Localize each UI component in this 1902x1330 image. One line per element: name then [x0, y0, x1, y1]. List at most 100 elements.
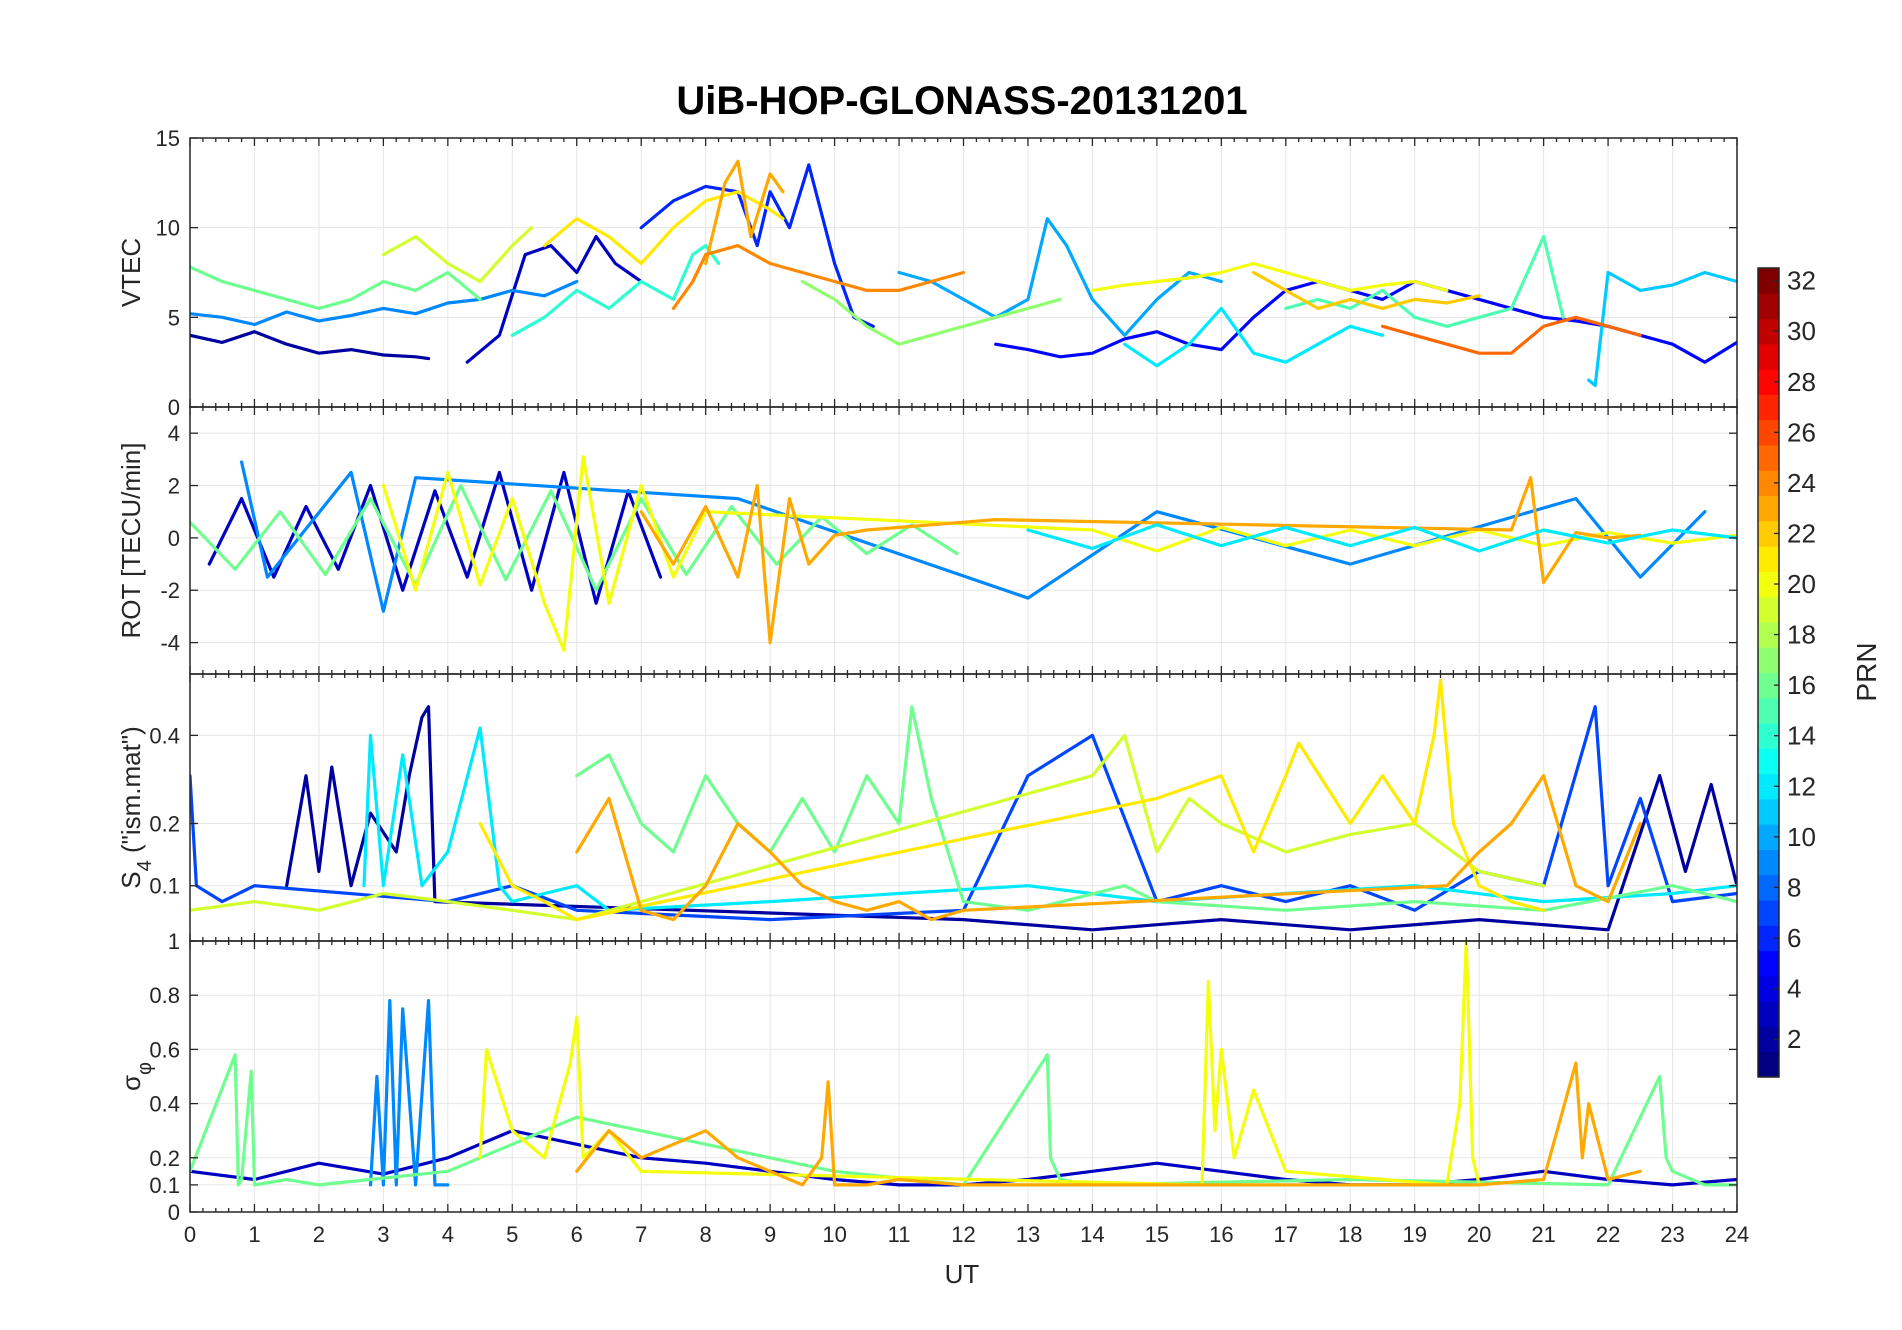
- series-prn-20: [478, 941, 1481, 1187]
- colorbar-cell: [1758, 1001, 1779, 1027]
- colorbar-cell: [1758, 419, 1779, 446]
- series-prn-14: [510, 244, 721, 337]
- x-tick-label: 22: [1596, 1222, 1620, 1247]
- x-tick-label: 15: [1145, 1222, 1169, 1247]
- x-tick-label: 10: [822, 1222, 846, 1247]
- y-axis-label: σφ: [116, 1062, 156, 1091]
- colorbar-cell: [1758, 1026, 1779, 1053]
- x-axis-label: UT: [945, 1259, 980, 1289]
- colorbar-cell: [1758, 975, 1779, 1002]
- x-tick-label: 7: [635, 1222, 647, 1247]
- colorbar-cell: [1758, 798, 1779, 825]
- y-tick-label: -4: [160, 631, 180, 656]
- colorbar-cell: [1758, 849, 1779, 876]
- series-prn-19: [381, 226, 534, 284]
- x-tick-label: 23: [1660, 1222, 1684, 1247]
- y-tick-label: -2: [160, 578, 180, 603]
- series-prn-6: [639, 163, 875, 328]
- series-prn-16: [575, 705, 1737, 912]
- series-prn-23: [704, 159, 785, 266]
- y-tick-label: 0.1: [149, 874, 180, 899]
- colorbar-tick-label: 22: [1787, 518, 1816, 548]
- colorbar-tick-label: 10: [1787, 822, 1816, 852]
- y-tick-label: 10: [156, 216, 180, 241]
- colorbar-tick-label: 28: [1787, 367, 1816, 397]
- colorbar-cell: [1758, 672, 1779, 699]
- y-axis-label: S4 ("ism.mat"): [116, 726, 156, 888]
- x-tick-label: 3: [377, 1222, 389, 1247]
- colorbar-tick-label: 32: [1787, 266, 1816, 296]
- x-tick-label: 9: [764, 1222, 776, 1247]
- x-tick-label: 2: [313, 1222, 325, 1247]
- series-group: [190, 678, 1737, 932]
- x-tick-label: 20: [1467, 1222, 1491, 1247]
- x-tick-label: 16: [1209, 1222, 1233, 1247]
- series-prn-12: [1026, 523, 1737, 553]
- colorbar-cell: [1758, 520, 1779, 547]
- colorbar-cell: [1758, 268, 1779, 294]
- colorbar-tick-label: 30: [1787, 316, 1816, 346]
- y-tick-label: 0.6: [149, 1037, 180, 1062]
- colorbar-tick-label: 12: [1787, 771, 1816, 801]
- colorbar-cell: [1758, 621, 1779, 648]
- colorbar-cell: [1758, 1051, 1779, 1078]
- series-prn-21: [478, 678, 1546, 922]
- panel-2: -4 -2 0 2 4 ROT [TECU/min]: [116, 406, 1738, 675]
- series-group: [190, 941, 1737, 1187]
- colorbar-tick-label: 4: [1787, 974, 1801, 1004]
- grid-lines: [189, 407, 1738, 674]
- y-tick-label: 0.2: [149, 1146, 180, 1171]
- y-tick-label: 4: [168, 421, 180, 446]
- series-prn-20: [381, 455, 1737, 653]
- series-group: [190, 455, 1737, 653]
- x-tick-label: 12: [951, 1222, 975, 1247]
- series-prn-25: [1380, 315, 1642, 355]
- x-tick-label: 5: [506, 1222, 518, 1247]
- y-label-sub: φ: [134, 1062, 156, 1075]
- colorbar-cell: [1758, 444, 1779, 471]
- x-tick-label: 18: [1338, 1222, 1362, 1247]
- colorbar-cell: [1758, 343, 1779, 370]
- colorbar-cell: [1758, 318, 1779, 345]
- series-prn-2: [285, 705, 1737, 932]
- colorbar-label: PRN: [1851, 642, 1882, 701]
- colorbar-cell: [1758, 293, 1779, 320]
- x-tick-label: 24: [1725, 1222, 1749, 1247]
- series-prn-16: [190, 265, 482, 310]
- colorbar-cell: [1758, 748, 1779, 775]
- y-label-tail: ("ism.mat"): [116, 726, 146, 860]
- colorbar-cell: [1758, 773, 1779, 800]
- series-prn-9: [190, 279, 579, 327]
- series-group: [190, 159, 1737, 388]
- colorbar-cell: [1758, 571, 1779, 598]
- series-prn-11: [1587, 270, 1737, 388]
- series-prn-24: [671, 244, 966, 310]
- colorbar-cell: [1758, 950, 1779, 977]
- colorbar-tick-label: 8: [1787, 872, 1801, 902]
- series-prn-17: [800, 279, 1062, 346]
- colorbar-cell: [1758, 925, 1779, 952]
- series-prn-23: [639, 476, 1642, 645]
- colorbar-tick-label: 26: [1787, 417, 1816, 447]
- series-prn-10: [897, 217, 1223, 337]
- y-label-base: S: [116, 871, 146, 888]
- colorbar-tick-label: 2: [1787, 1024, 1801, 1054]
- x-tick-label: 14: [1080, 1222, 1104, 1247]
- panel-3: 0.10.20.4S4 ("ism.mat"): [116, 673, 1738, 942]
- panel-1: 0 5 10 15 VTEC: [116, 126, 1738, 420]
- series-prn-15: [1284, 235, 1565, 328]
- colorbar-cell: [1758, 394, 1779, 421]
- colorbar-cell: [1758, 647, 1779, 673]
- panel-4: 0 1 2 3 4 5 6 7 8 9 10 11 12 13 14 15 16 17 18 19 20 21 22 23 24…: [116, 929, 1749, 1247]
- y-tick-label: 0.4: [149, 723, 180, 748]
- colorbar-tick-label: 16: [1787, 670, 1816, 700]
- colorbar-cell: [1758, 369, 1779, 395]
- colorbar-tick-label: 14: [1787, 721, 1816, 751]
- colorbar-cell: [1758, 723, 1779, 749]
- y-tick-label: 0: [168, 395, 180, 420]
- colorbar-cell: [1758, 546, 1779, 572]
- colorbar-tick-label: 20: [1787, 569, 1816, 599]
- colorbar-cell: [1758, 900, 1779, 926]
